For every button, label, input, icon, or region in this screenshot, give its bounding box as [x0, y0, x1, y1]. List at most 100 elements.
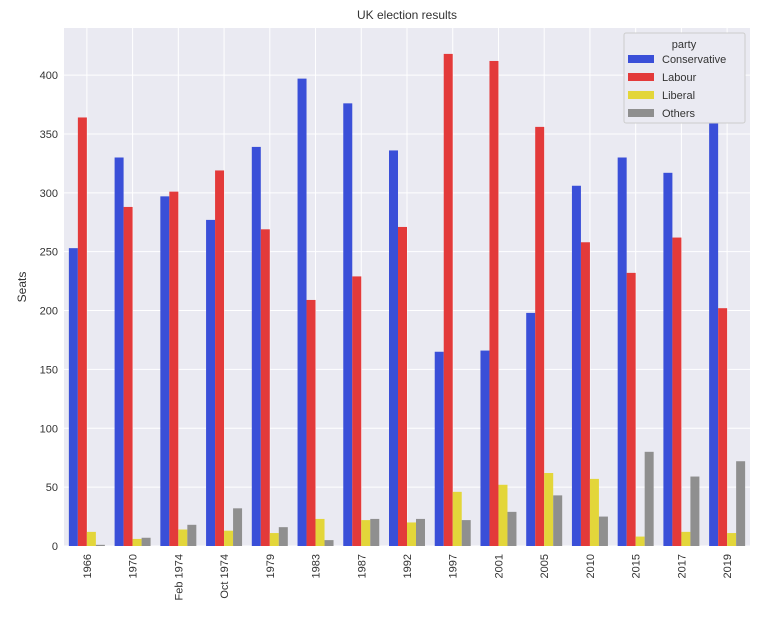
bar-liberal-1992: [407, 522, 416, 546]
x-tick-label-1997: 1997: [448, 554, 460, 578]
bar-labour-1983: [306, 299, 316, 546]
bar-labour-2015: [626, 272, 636, 546]
y-tick-label: 400: [40, 70, 58, 82]
legend-box: [623, 32, 746, 124]
x-tick-label-2017: 2017: [676, 554, 688, 578]
legend-label-labour: Labour: [662, 72, 697, 84]
bar-others-2019: [736, 461, 746, 546]
bar-conservative-1992: [389, 150, 398, 546]
bar-liberal-2010: [589, 478, 599, 546]
y-tick-label: 150: [40, 364, 58, 376]
x-tick-labels: 1966 1970 Feb 1974 Oct 1974 1979 1983 1987 1992…: [82, 554, 734, 600]
bar-liberal-1979: [269, 533, 279, 546]
y-tick-label: 50: [46, 482, 58, 494]
bar-labour-1970: [123, 206, 133, 547]
bar-labour-1979: [260, 229, 270, 546]
bar-conservative-feb-1974: [160, 196, 170, 546]
bar-others-1992: [416, 518, 425, 546]
bar-conservative-1979: [251, 146, 261, 546]
x-tick-label-2010: 2010: [585, 554, 597, 578]
bar-conservative-2019: [709, 116, 719, 546]
y-tick-labels: 0 50 100 150 200 250 300 350 400: [40, 70, 58, 553]
bar-others-1966: [95, 544, 105, 546]
bar-conservative-2005: [526, 312, 536, 546]
x-tick-label-2001: 2001: [493, 554, 505, 578]
bar-liberal-1997: [452, 491, 462, 546]
bar-labour-1987: [352, 276, 362, 546]
bar-liberal-2017: [681, 531, 691, 546]
legend-label-others: Others: [662, 108, 696, 120]
bar-conservative-2015: [617, 157, 627, 546]
bar-others-1983: [324, 540, 334, 546]
bar-labour-1992: [398, 226, 407, 546]
bar-labour-2010: [580, 242, 590, 546]
bar-conservative-2010: [571, 185, 581, 546]
bar-others-2017: [690, 476, 700, 546]
bar-liberal-feb-1974: [178, 529, 188, 546]
bar-others-1997: [461, 520, 471, 546]
bar-liberal-2005: [544, 473, 554, 546]
legend-swatch-conservative: [628, 55, 654, 63]
y-tick-label: 350: [40, 129, 58, 141]
y-tick-label: 250: [40, 247, 58, 259]
bar-liberal-2019: [727, 533, 737, 546]
bar-liberal-2015: [635, 536, 645, 546]
bar-labour-1966: [77, 117, 87, 547]
bar-conservative-1997: [434, 351, 444, 546]
x-tick-label-1983: 1983: [311, 554, 323, 578]
y-tick-label: 0: [52, 541, 58, 553]
bar-conservative-2001: [480, 350, 490, 546]
bar-others-2010: [598, 516, 608, 546]
bar-others-1987: [370, 518, 380, 546]
bar-others-2015: [644, 451, 654, 546]
legend-swatch-others: [628, 109, 654, 117]
x-tick-label-2015: 2015: [631, 554, 643, 578]
chart-title: UK election results: [357, 8, 457, 22]
x-tick-label-2019: 2019: [722, 554, 734, 578]
x-tick-label-1970: 1970: [128, 554, 140, 578]
y-tick-label: 300: [40, 188, 58, 200]
bar-labour-1997: [443, 53, 453, 547]
x-tick-label-oct-1974: Oct 1974: [219, 554, 231, 599]
x-tick-label-1992: 1992: [402, 554, 414, 578]
x-tick-label-1979: 1979: [265, 554, 277, 578]
y-tick-label: 100: [40, 423, 58, 435]
bar-others-1979: [278, 527, 288, 546]
bar-conservative-1983: [297, 78, 307, 546]
bar-liberal-1987: [361, 520, 371, 546]
bar-labour-2017: [672, 237, 682, 546]
bar-others-feb-1974: [187, 524, 197, 546]
bar-liberal-2001: [498, 484, 508, 546]
x-tick-label-2005: 2005: [539, 554, 551, 578]
bar-liberal-1983: [315, 518, 325, 546]
bar-group: [68, 53, 746, 547]
bar-others-2001: [507, 511, 517, 546]
legend-label-liberal: Liberal: [662, 90, 695, 102]
bar-conservative-oct-1974: [206, 219, 216, 547]
legend-swatch-labour: [628, 73, 654, 81]
bar-labour-2019: [718, 308, 728, 546]
x-tick-label-1966: 1966: [82, 554, 94, 578]
legend-label-conservative: Conservative: [662, 54, 726, 66]
bar-labour-oct-1974: [215, 170, 225, 546]
bar-liberal-1966: [86, 531, 96, 546]
bar-liberal-1970: [132, 538, 142, 546]
bar-conservative-2017: [663, 172, 673, 546]
bar-others-oct-1974: [233, 508, 243, 546]
bar-others-2005: [553, 495, 563, 546]
bar-labour-feb-1974: [169, 191, 179, 546]
bar-liberal-oct-1974: [224, 530, 234, 546]
bar-labour-2005: [535, 126, 545, 547]
y-tick-label: 200: [40, 306, 58, 318]
bar-conservative-1970: [114, 157, 124, 546]
legend-title: party: [672, 39, 697, 51]
bar-labour-2001: [489, 60, 499, 547]
x-tick-label-feb-1974: Feb 1974: [173, 554, 185, 600]
bar-others-1970: [141, 537, 151, 546]
x-tick-label-1987: 1987: [356, 554, 368, 578]
bar-conservative-1987: [343, 103, 353, 546]
bar-conservative-1966: [68, 248, 78, 546]
legend: party Conservative Labour Liberal Others: [623, 32, 746, 124]
